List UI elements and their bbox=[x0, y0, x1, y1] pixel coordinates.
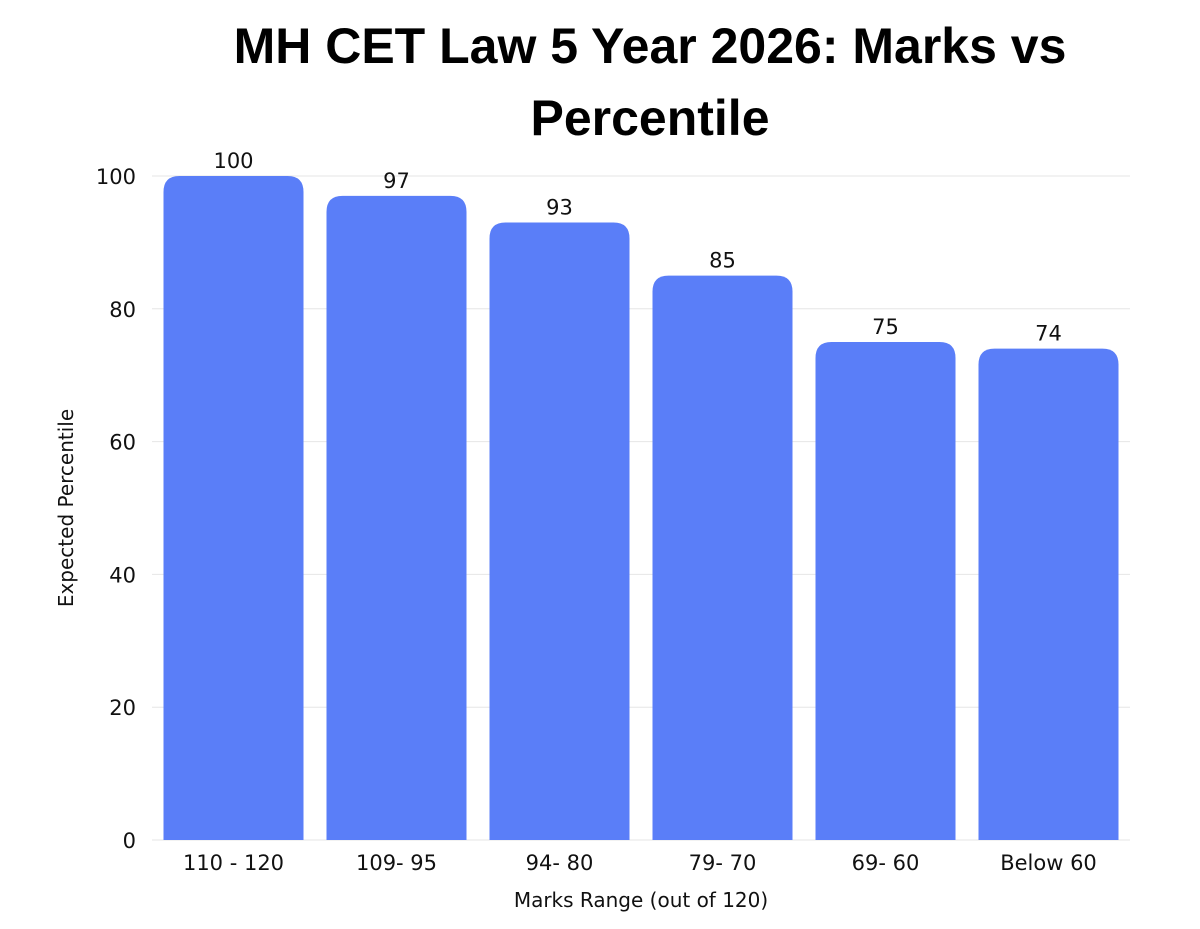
bar-value-label: 100 bbox=[213, 149, 253, 173]
chart-title: MH CET Law 5 Year 2026: Marks vs Percent… bbox=[233, 18, 1067, 146]
y-axis-title: Expected Percentile bbox=[54, 409, 78, 607]
x-axis-title: Marks Range (out of 120) bbox=[514, 888, 768, 912]
bar bbox=[652, 275, 793, 841]
bar-value-label: 75 bbox=[872, 315, 899, 339]
y-tick-label: 100 bbox=[96, 165, 136, 189]
bar-value-label: 74 bbox=[1035, 322, 1062, 346]
x-tick-label: 110 - 120 bbox=[183, 851, 284, 875]
bar-value-label: 97 bbox=[383, 169, 410, 193]
y-tick-label: 40 bbox=[109, 563, 136, 587]
y-axis-ticks: 0 20 40 60 80 100 bbox=[96, 165, 136, 853]
bar bbox=[978, 348, 1119, 840]
bar bbox=[489, 222, 630, 841]
y-tick-label: 60 bbox=[109, 431, 136, 455]
x-axis-ticks: 110 - 120 109- 95 94- 80 79- 70 69- 60 Below … bbox=[183, 851, 1097, 875]
x-tick-label: 79- 70 bbox=[689, 851, 757, 875]
bar bbox=[815, 342, 956, 840]
bar-value-label: 93 bbox=[546, 195, 573, 219]
y-tick-label: 20 bbox=[109, 696, 136, 720]
bar-value-label: 85 bbox=[709, 249, 736, 273]
bar bbox=[326, 195, 467, 841]
y-tick-label: 80 bbox=[109, 298, 136, 322]
data-labels: 100 97 93 85 75 74 bbox=[213, 149, 1061, 346]
x-tick-label: 69- 60 bbox=[852, 851, 920, 875]
bar bbox=[163, 176, 304, 840]
x-tick-label: 109- 95 bbox=[356, 851, 437, 875]
gridlines bbox=[152, 175, 1130, 841]
x-tick-label: 94- 80 bbox=[526, 851, 594, 875]
bars bbox=[163, 176, 1119, 841]
y-tick-label: 0 bbox=[123, 829, 136, 853]
x-tick-label: Below 60 bbox=[1000, 851, 1097, 875]
